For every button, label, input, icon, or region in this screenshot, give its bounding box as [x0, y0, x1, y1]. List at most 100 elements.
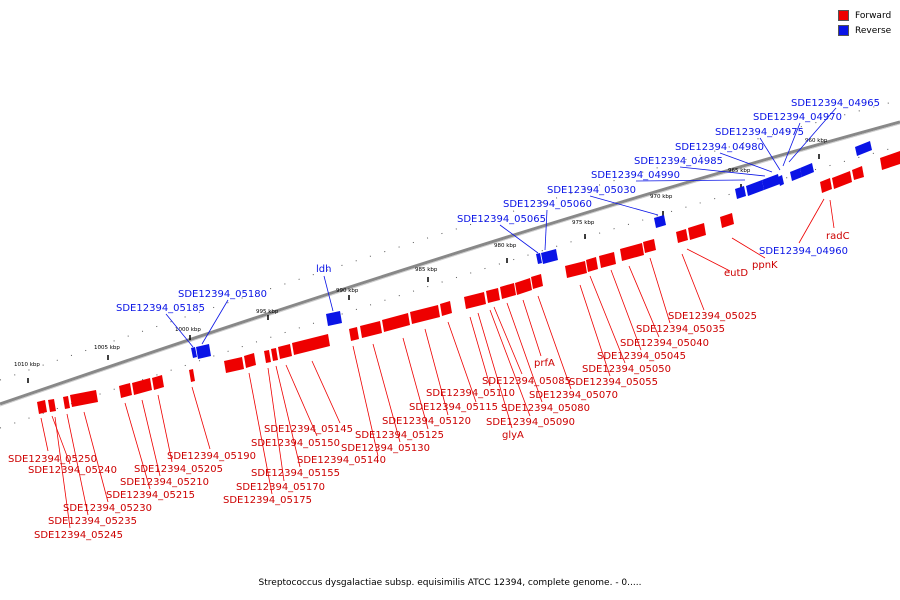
- legend-swatch-reverse: [838, 25, 849, 36]
- gene-block-04960b: [820, 178, 832, 193]
- gene-block-05205: [152, 375, 164, 390]
- tick-label-980: 980 kbp: [494, 243, 517, 249]
- gene-label-ldh: ldh: [316, 264, 331, 275]
- connector-05230: [83, 411, 109, 503]
- gene-block-05110: [464, 292, 486, 309]
- connector-05045: [610, 269, 642, 351]
- connector-05055: [579, 284, 611, 377]
- gene-block-05140: [349, 327, 359, 341]
- gene-block-05025: [643, 239, 656, 253]
- tick-label-985: 985 kbp: [415, 267, 438, 273]
- connector-05240: [51, 415, 71, 465]
- gene-label-05115: SDE12394_05115: [409, 402, 498, 413]
- gene-block-05145: [292, 334, 330, 355]
- connector-05070: [537, 295, 572, 390]
- gene-label-05250: SDE12394_05250: [8, 454, 97, 465]
- connector-05150: [285, 364, 318, 437]
- gene-block-ldh: [326, 311, 342, 326]
- gene-block-05240: [48, 399, 56, 412]
- gene-block-05035: [620, 243, 644, 261]
- gene-block-05155: [271, 348, 278, 361]
- gene-block-05215: [119, 383, 132, 398]
- gene-block-05150: [278, 344, 292, 359]
- gene-label-05060: SDE12394_05060: [503, 199, 592, 210]
- gene-block-04990: [746, 180, 764, 196]
- gene-block-05040: [599, 252, 616, 268]
- gene-block-ppnK: [720, 213, 734, 228]
- gene-label-05070: SDE12394_05070: [529, 390, 618, 401]
- legend-item-reverse: Reverse: [838, 23, 891, 38]
- tick-label-1010: 1010 kbp: [14, 362, 40, 368]
- genome-backbone-shadow: [0, 123, 900, 407]
- gene-label-05110: SDE12394_05110: [426, 388, 515, 399]
- gene-block-05020: [676, 229, 688, 243]
- gene-label-05155: SDE12394_05155: [251, 468, 340, 479]
- gene-block-05070: [531, 274, 543, 289]
- tick-label-995: 995 kbp: [256, 309, 279, 315]
- gene-label-05215: SDE12394_05215: [106, 490, 195, 501]
- gene-block-05170: [264, 350, 271, 363]
- gene-block-radC: [852, 166, 864, 180]
- legend: Forward Reverse: [838, 8, 891, 38]
- connector-prfA: [522, 299, 542, 357]
- gene-label-radC: radC: [826, 231, 850, 242]
- connector-04990: [635, 179, 746, 182]
- gene-block-05230: [70, 390, 98, 407]
- gene-label-04990: SDE12394_04990: [591, 170, 680, 181]
- connector-ldh: [323, 275, 334, 312]
- gene-label-05210: SDE12394_05210: [120, 477, 209, 488]
- connector-04975: [759, 137, 781, 171]
- gene-label-05175: SDE12394_05175: [223, 495, 312, 506]
- gene-label-05140: SDE12394_05140: [297, 455, 386, 466]
- gene-label-05170: SDE12394_05170: [236, 482, 325, 493]
- connector-05130: [372, 343, 401, 443]
- gene-block-05175: [244, 353, 256, 368]
- gene-label-05245: SDE12394_05245: [34, 530, 123, 541]
- gene-label-05235: SDE12394_05235: [48, 516, 137, 527]
- connector-05085: [493, 306, 523, 375]
- gene-label-05030: SDE12394_05030: [547, 185, 636, 196]
- tick-label-975: 975 kbp: [572, 220, 595, 226]
- connector-05190: [191, 386, 211, 450]
- connector-05115: [447, 321, 477, 403]
- gene-block-04965: [855, 141, 872, 156]
- gene-block-05080: [500, 283, 516, 299]
- connector-05120: [424, 328, 449, 416]
- gene-block-05210: [132, 378, 152, 395]
- connector-05110: [469, 316, 491, 387]
- gene-label-05025: SDE12394_05025: [668, 311, 757, 322]
- gene-block-05060: [541, 249, 558, 264]
- gene-label-05050: SDE12394_05050: [582, 364, 671, 375]
- reverse-labels: SDE12394_04965 SDE12394_04970 SDE12394_0…: [116, 98, 880, 314]
- tick-label-990: 990 kbp: [336, 288, 359, 294]
- connector-05035: [649, 257, 671, 324]
- connector-04970: [782, 122, 801, 167]
- connector-05025: [681, 253, 705, 311]
- connector-05145: [311, 360, 341, 424]
- connector-05040: [628, 265, 660, 338]
- tick-label-1000: 1000 kbp: [175, 327, 201, 333]
- gene-block-05065: [536, 253, 542, 264]
- legend-label-forward: Forward: [855, 10, 892, 21]
- genome-backbone: [0, 120, 900, 406]
- connector-05210: [141, 399, 161, 477]
- connector-05090: [489, 309, 531, 417]
- gene-label-04970: SDE12394_04970: [753, 112, 842, 123]
- gene-block-04990b: [735, 186, 746, 199]
- connector-05050: [589, 275, 626, 364]
- forward-dotted-track: [0, 145, 900, 429]
- connector-glyA: [477, 312, 513, 429]
- gene-block-05085: [486, 288, 500, 303]
- gene-label-05145: SDE12394_05145: [264, 424, 353, 435]
- gene-label-05040: SDE12394_05040: [620, 338, 709, 349]
- tick-marks: 1010 kbp 1005 kbp 1000 kbp 995 kbp 990 k…: [14, 138, 828, 383]
- gene-block-05180: [196, 344, 211, 359]
- connector-05030: [589, 195, 659, 216]
- gene-label-05185: SDE12394_05185: [116, 303, 205, 314]
- connector-05065: [499, 224, 539, 254]
- gene-label-05085: SDE12394_05085: [482, 376, 571, 387]
- gene-block-05120: [410, 305, 440, 324]
- connector-05080: [506, 302, 543, 403]
- connector-05180: [201, 299, 229, 345]
